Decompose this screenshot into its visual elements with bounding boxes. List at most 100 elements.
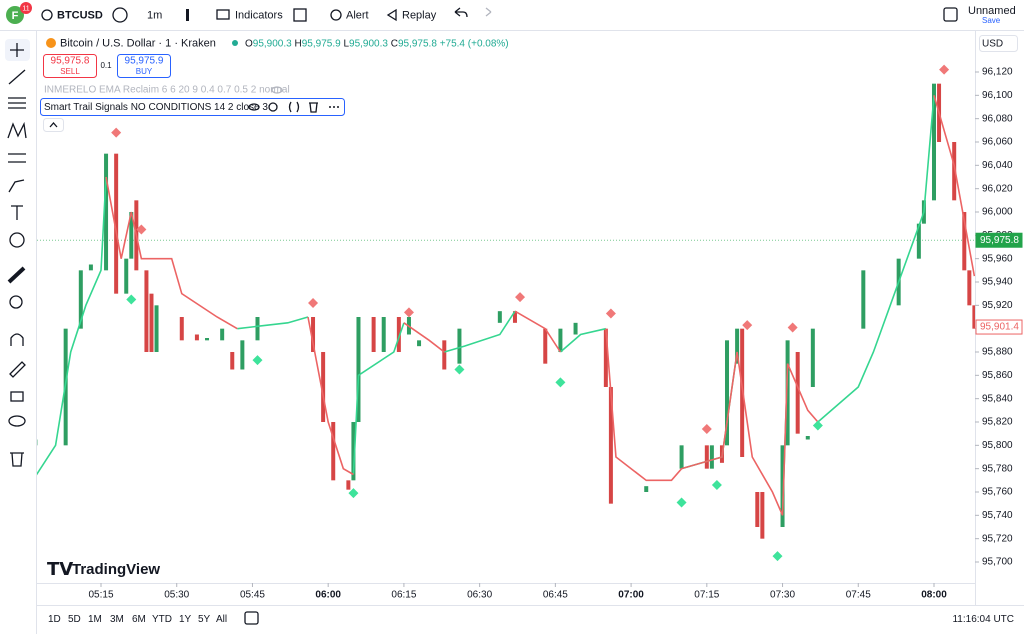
currency-box[interactable] bbox=[979, 35, 1018, 52]
brush-tool[interactable] bbox=[8, 179, 25, 193]
add-symbol-icon[interactable] bbox=[112, 7, 128, 23]
ohlc-value: 95,975.8 bbox=[398, 38, 437, 49]
undo-icon[interactable] bbox=[454, 7, 468, 18]
symbol[interactable]: BTCUSD bbox=[57, 9, 103, 21]
ohlc-key: O bbox=[245, 38, 253, 49]
candle bbox=[810, 328, 815, 387]
lock-drawing-tool[interactable] bbox=[9, 361, 26, 378]
collapse-icon bbox=[49, 122, 58, 128]
magnet-tool[interactable] bbox=[10, 333, 24, 346]
indicators-button[interactable]: Indicators bbox=[235, 9, 283, 21]
candle bbox=[603, 328, 608, 387]
avatar[interactable] bbox=[6, 6, 24, 24]
avatar-letter: F bbox=[12, 10, 19, 22]
save-status[interactable]: Save bbox=[982, 16, 1001, 25]
candle bbox=[543, 328, 548, 364]
series-layer bbox=[37, 64, 975, 562]
sell-signal bbox=[701, 424, 712, 434]
left-toolbar bbox=[5, 39, 30, 467]
more-dot[interactable] bbox=[329, 106, 331, 108]
y-tick-label: 96,100 bbox=[982, 90, 1013, 101]
range-button[interactable]: 5D bbox=[68, 614, 81, 625]
source-icon[interactable] bbox=[288, 101, 300, 113]
templates-icon[interactable] bbox=[293, 8, 307, 22]
buy-signal bbox=[454, 364, 465, 375]
currency[interactable]: USD bbox=[982, 39, 1003, 50]
ohlc-value: 95,975.9 bbox=[302, 38, 341, 49]
quantity[interactable]: 0.1 bbox=[100, 61, 112, 70]
candle bbox=[558, 328, 563, 352]
range-button[interactable]: 3M bbox=[110, 614, 124, 625]
top-toolbar: F 11 BTCUSD 1m Indicators Alert Replay U… bbox=[6, 2, 1016, 25]
replay-button[interactable]: Replay bbox=[402, 9, 437, 21]
cursor-tool[interactable] bbox=[10, 43, 24, 57]
plot: 95,700 95,720 95,740 95,760 95,780 95,800 95,8… bbox=[37, 64, 1023, 601]
sell-signal bbox=[787, 322, 798, 333]
candle bbox=[230, 352, 235, 370]
layout-name[interactable]: Unnamed bbox=[968, 5, 1016, 17]
trash-tool[interactable] bbox=[10, 452, 24, 467]
ohlc-key: H bbox=[295, 38, 302, 49]
candle bbox=[396, 317, 401, 352]
candle bbox=[644, 486, 649, 492]
alert-button[interactable]: Alert bbox=[346, 9, 369, 21]
y-tick-label: 95,740 bbox=[982, 510, 1013, 521]
zoom-tool[interactable] bbox=[9, 295, 23, 309]
x-tick-label: 07:45 bbox=[846, 590, 871, 601]
y-tick-label: 95,880 bbox=[982, 347, 1013, 358]
remove-icon[interactable] bbox=[309, 102, 318, 113]
layout-icon[interactable] bbox=[943, 7, 958, 22]
range-button[interactable]: 1Y bbox=[179, 614, 192, 625]
settings-icon[interactable] bbox=[268, 102, 278, 112]
watermark-logo: 𝗧𝗩 bbox=[47, 559, 73, 579]
indicators-icon bbox=[216, 9, 230, 20]
candle bbox=[497, 311, 502, 323]
buy-price: 95,975.9 bbox=[125, 56, 164, 67]
ruler-tool[interactable] bbox=[7, 266, 26, 284]
x-tick-label: 06:00 bbox=[315, 590, 341, 601]
more-dot bbox=[333, 106, 335, 108]
watermark: TradingView bbox=[72, 561, 160, 578]
collapse-button[interactable] bbox=[43, 118, 64, 132]
redo-icon[interactable] bbox=[485, 7, 492, 17]
lock-tool[interactable] bbox=[10, 391, 24, 402]
interval[interactable]: 1m bbox=[147, 9, 162, 21]
candle bbox=[356, 317, 361, 422]
y-tick-label: 95,820 bbox=[982, 417, 1013, 428]
y-tick-label: 95,860 bbox=[982, 370, 1013, 381]
range-button[interactable]: 5Y bbox=[198, 614, 211, 625]
y-tick-label: 96,120 bbox=[982, 67, 1013, 78]
indicator-legend[interactable]: INMERELO EMA Reclaim 6 6 20 9 0.4 0.7 0.… bbox=[44, 85, 290, 96]
range-button[interactable]: 1M bbox=[88, 614, 102, 625]
more-dot bbox=[337, 106, 339, 108]
visibility-tool[interactable] bbox=[8, 415, 26, 427]
range-button[interactable]: 1D bbox=[48, 614, 61, 625]
indicator-legend[interactable]: Smart Trail Signals NO CONDITIONS 14 2 c… bbox=[44, 102, 268, 113]
emoji-tool[interactable] bbox=[9, 232, 25, 248]
visibility-icon[interactable] bbox=[248, 103, 260, 111]
pattern-tool[interactable] bbox=[7, 121, 27, 139]
range-button[interactable]: YTD bbox=[152, 614, 172, 625]
hidden-icon[interactable] bbox=[271, 86, 283, 94]
chart-type-icon[interactable] bbox=[186, 9, 189, 21]
y-tick-label: 96,020 bbox=[982, 183, 1013, 194]
range-button[interactable]: All bbox=[216, 614, 227, 625]
text-tool[interactable] bbox=[11, 205, 23, 220]
date-range-icon[interactable] bbox=[244, 611, 259, 625]
candle bbox=[967, 270, 972, 306]
trendline-tool[interactable] bbox=[8, 69, 26, 85]
x-tick-label: 05:45 bbox=[240, 590, 265, 601]
sell-button[interactable] bbox=[43, 54, 97, 78]
y-tick-label: 95,700 bbox=[982, 557, 1013, 568]
candle bbox=[144, 270, 149, 352]
candle bbox=[114, 153, 119, 294]
fib-tool[interactable] bbox=[8, 97, 26, 109]
prediction-tool[interactable] bbox=[8, 153, 26, 163]
range-button[interactable]: 6M bbox=[132, 614, 146, 625]
candle bbox=[608, 387, 613, 504]
y-tick-label: 95,960 bbox=[982, 253, 1013, 264]
y-tick-label: 95,800 bbox=[982, 440, 1013, 451]
buy-button[interactable] bbox=[117, 54, 171, 78]
candle bbox=[129, 212, 134, 259]
sell-signal bbox=[403, 307, 414, 318]
